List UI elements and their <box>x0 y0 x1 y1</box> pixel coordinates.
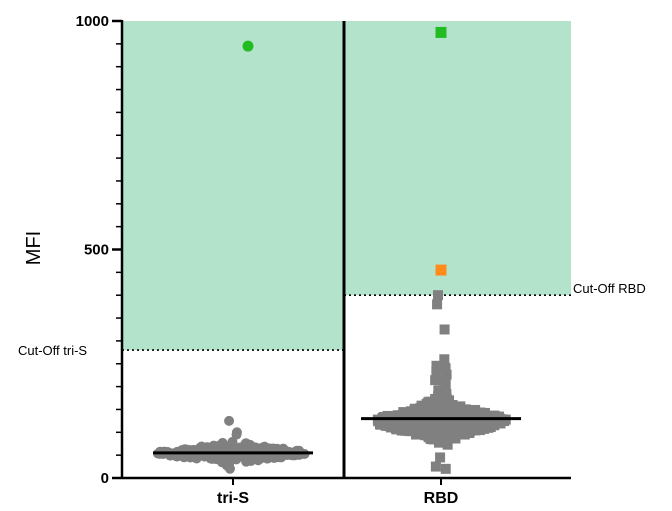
data-point-tri-S <box>226 439 237 450</box>
data-point-RBD <box>417 427 428 438</box>
data-point-RBD <box>425 433 436 444</box>
data-point-tri-S <box>202 446 213 457</box>
data-point-RBD <box>435 452 446 463</box>
data-point-RBD <box>466 410 477 421</box>
data-point-RBD <box>398 409 409 420</box>
data-point-RBD <box>449 416 460 427</box>
data-point-RBD <box>464 405 475 416</box>
data-point-RBD <box>438 430 449 441</box>
y-tick-label: 500 <box>84 242 109 259</box>
y-tick-label: 1000 <box>76 13 109 30</box>
data-point-RBD <box>446 432 457 443</box>
y-tick-label: 0 <box>101 470 109 487</box>
data-point-RBD <box>491 416 502 427</box>
data-point-RBD <box>431 366 442 377</box>
data-point-RBD <box>440 436 451 447</box>
positive-region-RBD <box>344 21 571 296</box>
data-point-RBD <box>410 418 421 429</box>
data-point-tri-S <box>272 443 283 454</box>
data-point-RBD <box>440 376 451 387</box>
data-point-RBD <box>432 422 443 433</box>
data-point-RBD <box>430 393 441 404</box>
data-point-RBD <box>419 420 430 431</box>
positive-point-RBD <box>435 26 447 38</box>
data-point-RBD <box>441 369 452 380</box>
data-point-tri-S <box>231 429 242 440</box>
data-point-tri-S <box>217 437 228 448</box>
data-point-tri-S <box>261 453 272 464</box>
cutoff-label-RBD: Cut-Off RBD <box>573 281 646 296</box>
data-point-RBD <box>432 299 443 310</box>
data-point-RBD <box>411 429 422 440</box>
data-point-RBD <box>447 406 458 417</box>
data-point-RBD <box>409 403 420 414</box>
data-point-RBD <box>474 409 485 420</box>
data-point-RBD <box>442 422 453 433</box>
data-point-RBD <box>441 393 452 404</box>
borderline-point-RBD <box>435 264 447 276</box>
x-tick-label-tri-S: tri-S <box>217 490 249 507</box>
data-point-tri-S <box>216 457 227 468</box>
data-point-RBD <box>400 425 411 436</box>
positive-region-tri-S <box>122 21 344 351</box>
data-point-RBD <box>439 324 450 335</box>
cutoff-label-tri-S: Cut-Off tri-S <box>18 343 87 358</box>
data-point-RBD <box>448 421 459 432</box>
data-point-RBD <box>433 385 444 396</box>
data-point-tri-S <box>224 415 235 426</box>
positive-point-tri-S <box>242 40 254 52</box>
data-point-RBD <box>454 407 465 418</box>
x-tick-label-RBD: RBD <box>424 490 459 507</box>
data-point-RBD <box>459 421 470 432</box>
data-point-RBD <box>433 437 444 448</box>
data-point-RBD <box>383 420 394 431</box>
data-point-RBD <box>440 463 451 474</box>
data-point-RBD <box>472 419 483 430</box>
y-axis-title: MFI <box>23 231 45 265</box>
data-point-RBD <box>430 461 441 472</box>
data-point-RBD <box>430 375 441 386</box>
data-point-RBD <box>431 360 442 371</box>
data-point-RBD <box>439 354 450 365</box>
data-point-RBD <box>440 363 451 374</box>
data-point-RBD <box>425 405 436 416</box>
data-point-RBD <box>482 415 493 426</box>
data-point-RBD <box>432 290 443 301</box>
